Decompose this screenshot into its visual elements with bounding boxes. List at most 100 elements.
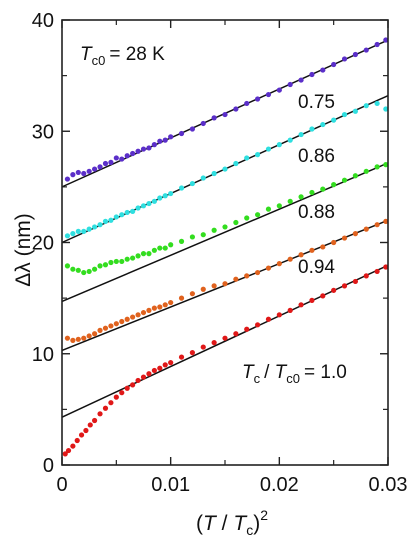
data-point-0.88-9 (113, 258, 119, 265)
data-point-0.75-34 (331, 61, 337, 68)
data-point-0.86-4 (86, 226, 92, 232)
data-point-0.86-21 (189, 180, 195, 187)
data-point-1.0-3 (74, 437, 80, 444)
data-point-1.0-8 (97, 411, 103, 417)
data-point-0.94-16 (151, 305, 157, 311)
data-point-0.94-2 (75, 336, 81, 342)
data-point-0.86-19 (168, 190, 174, 197)
data-point-0.88-8 (108, 259, 114, 266)
data-point-1.0-1 (65, 447, 72, 454)
data-point-0.75-2 (75, 169, 81, 176)
data-point-0.94-1 (70, 337, 76, 343)
data-point-0.88-33 (320, 186, 326, 192)
data-point-0.88-30 (287, 198, 293, 204)
data-point-0.94-29 (276, 261, 282, 267)
data-point-0.94-24 (222, 281, 228, 287)
y-tick-label: 40 (32, 10, 54, 32)
data-point-0.94-27 (255, 269, 261, 276)
data-point-0.94-21 (189, 291, 195, 297)
data-point-1.0-5 (83, 427, 89, 434)
data-point-0.75-16 (151, 142, 157, 148)
data-point-0.75-22 (200, 120, 206, 127)
data-point-0.75-3 (81, 170, 87, 177)
data-point-0.94-31 (298, 252, 304, 258)
data-point-0.88-38 (374, 164, 380, 170)
data-point-0.94-18 (162, 302, 168, 308)
data-point-0.86-31 (298, 131, 304, 138)
data-point-0.86-9 (113, 214, 119, 220)
data-point-0.86-27 (255, 152, 261, 158)
data-point-0.86-28 (265, 146, 272, 152)
plot-frame (61, 19, 389, 466)
x-axis-title: (T / Tc)2 (196, 507, 268, 538)
data-point-0.88-5 (92, 266, 98, 272)
data-point-1.0-2 (70, 443, 76, 449)
y-tick-label: 30 (32, 121, 54, 143)
data-point-0.88-4 (86, 268, 92, 275)
data-point-1.0-14 (130, 382, 136, 388)
data-point-0.75-17 (157, 138, 163, 144)
data-point-1.0-16 (140, 374, 147, 380)
data-point-0.94-25 (233, 276, 239, 282)
data-point-0.86-20 (178, 185, 185, 191)
data-point-1.0-22 (178, 354, 185, 360)
data-point-0.86-1 (70, 231, 76, 237)
data-point-0.86-37 (363, 103, 369, 109)
data-point-1.0-34 (309, 297, 315, 303)
data-point-0.86-10 (119, 212, 125, 218)
data-point-0.88-13 (135, 253, 141, 259)
data-point-0.75-9 (113, 155, 119, 161)
data-point-0.88-0 (64, 263, 71, 269)
data-point-0.94-6 (97, 327, 103, 333)
data-point-0.86-17 (157, 195, 163, 201)
data-point-0.88-6 (97, 263, 103, 269)
data-point-0.75-6 (97, 164, 103, 170)
data-point-1.0-28 (244, 326, 250, 332)
data-point-1.0-11 (113, 394, 119, 400)
data-point-0.75-5 (92, 166, 98, 172)
data-point-0.88-37 (363, 168, 369, 174)
data-point-0.94-9 (113, 321, 119, 327)
data-point-1.0-9 (102, 405, 109, 411)
data-point-1.0-10 (108, 400, 114, 406)
data-point-1.0-35 (320, 293, 326, 299)
data-point-0.75-35 (341, 56, 348, 62)
data-point-0.94-32 (309, 247, 315, 253)
data-point-1.0-6 (87, 422, 93, 428)
data-point-0.94-15 (146, 307, 152, 313)
data-point-0.88-21 (189, 234, 195, 240)
data-point-0.86-14 (140, 203, 147, 209)
data-point-0.75-19 (168, 134, 174, 140)
data-point-0.75-33 (320, 67, 326, 73)
data-point-0.86-6 (97, 222, 103, 228)
data-point-0.94-13 (135, 312, 141, 318)
data-point-0.86-23 (211, 170, 217, 177)
data-point-0.86-35 (341, 111, 348, 118)
data-point-1.0-4 (78, 432, 85, 438)
data-point-0.75-12 (130, 150, 136, 157)
data-point-0.94-35 (341, 235, 348, 241)
x-tick-label: 0 (56, 474, 67, 496)
data-point-0.88-26 (244, 215, 250, 221)
data-point-1.0-26 (222, 335, 228, 341)
data-point-0.75-13 (135, 148, 141, 154)
data-point-0.88-18 (162, 245, 168, 251)
fit-line-0.88 (61, 162, 389, 303)
tc-ratio-annotation: Tc / Tc0 = 1.0 (242, 362, 347, 386)
series-label-0.94: 0.94 (298, 257, 335, 278)
data-point-0.75-27 (255, 96, 261, 102)
data-point-1.0-15 (135, 377, 141, 384)
data-point-0.86-24 (222, 166, 228, 172)
data-point-0.75-26 (244, 100, 250, 107)
data-point-0.86-32 (309, 126, 315, 132)
data-point-0.88-7 (102, 262, 109, 268)
y-axis-title: Δλ (nm) (12, 213, 35, 287)
data-point-0.86-36 (352, 108, 358, 114)
data-point-0.94-26 (244, 273, 250, 279)
data-point-0.86-3 (81, 228, 87, 234)
data-point-0.94-4 (86, 333, 92, 339)
data-point-0.86-33 (320, 121, 326, 128)
data-point-0.86-13 (135, 205, 141, 211)
data-point-1.0-29 (255, 322, 261, 328)
data-point-1.0-21 (168, 360, 174, 366)
